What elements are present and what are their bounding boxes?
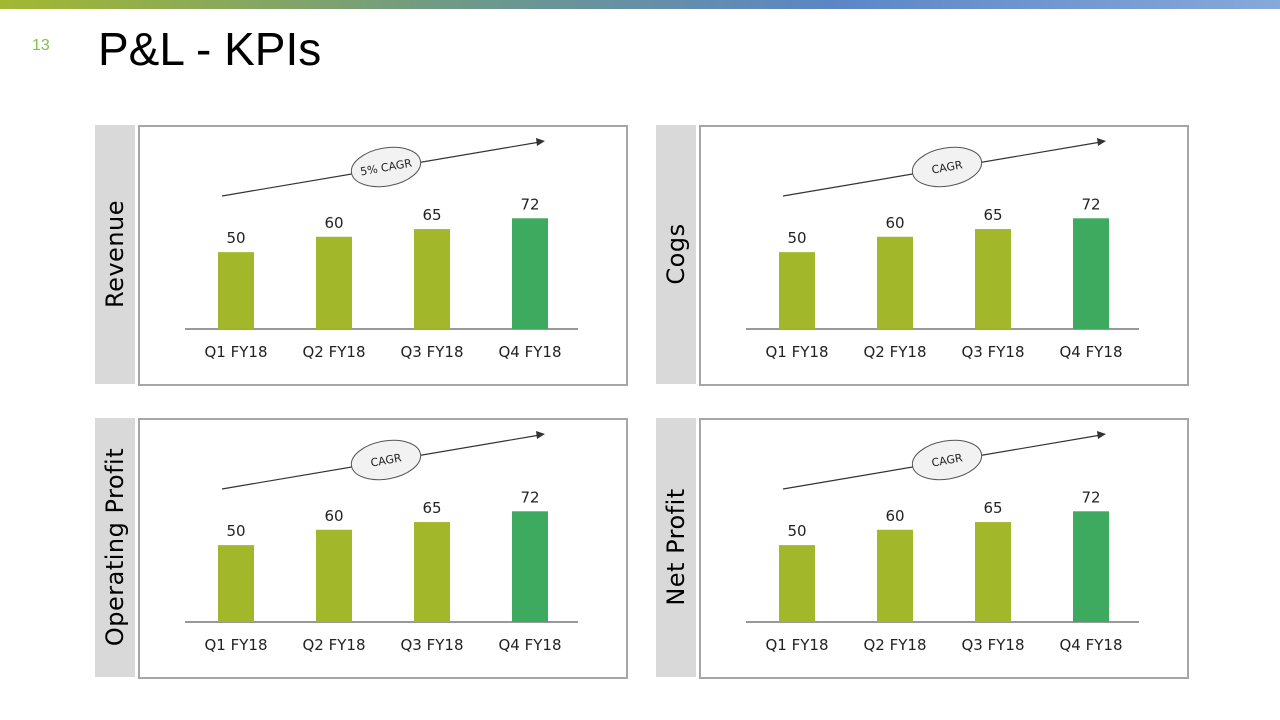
operating-profit-bar-value-3: 65	[422, 499, 441, 517]
revenue-chart-title: Revenue	[101, 199, 129, 309]
revenue-cagr-label: 5% CAGR	[350, 146, 422, 188]
operating-profit-cagr-text: CAGR	[370, 451, 403, 469]
net-profit-bar-3	[975, 522, 1011, 622]
operating-profit-category-label-4: Q4 FY18	[499, 636, 562, 654]
net-profit-cagr-text: CAGR	[931, 451, 964, 469]
net-profit-bar-1	[779, 545, 815, 622]
net-profit-bar-4	[1073, 511, 1109, 622]
cogs-category-label-2: Q2 FY18	[864, 343, 927, 361]
operating-profit-bar-value-4: 72	[520, 488, 539, 506]
cogs-bar-value-1: 50	[787, 229, 806, 247]
operating-profit-bar-value-1: 50	[226, 522, 245, 540]
cogs-bar-4	[1073, 218, 1109, 329]
top-accent-bar	[0, 0, 1280, 9]
revenue-bar-3	[414, 229, 450, 329]
revenue-category-label-4: Q4 FY18	[499, 343, 562, 361]
operating-profit-bar-value-2: 60	[324, 507, 343, 525]
revenue-bar-value-3: 65	[422, 206, 441, 224]
net-profit-bar-value-1: 50	[787, 522, 806, 540]
net-profit-bar-value-4: 72	[1081, 488, 1100, 506]
page-title: P&L - KPIs	[98, 23, 322, 75]
cogs-bar-2	[877, 236, 913, 329]
cogs-side-tab: Cogs	[656, 125, 696, 384]
net-profit-side-tab: Net Profit	[656, 418, 696, 677]
cogs-bar-value-4: 72	[1081, 195, 1100, 213]
net-profit-bar-2	[877, 529, 913, 622]
revenue-bar-value-1: 50	[226, 229, 245, 247]
operating-profit-panel: Operating Profit CAGR 50 Q1 FY18 60 Q2 FY18 6…	[95, 418, 628, 679]
operating-profit-bar-4	[512, 511, 548, 622]
net-profit-chart: CAGR 50 Q1 FY18 60 Q2 FY18 65 Q3 FY18 72 Q4 FY18	[699, 418, 1189, 679]
operating-profit-category-label-2: Q2 FY18	[303, 636, 366, 654]
cogs-chart-title: Cogs	[662, 223, 690, 285]
cogs-cagr-text: CAGR	[931, 158, 964, 176]
slide-number: 13	[32, 37, 50, 54]
net-profit-category-label-3: Q3 FY18	[962, 636, 1025, 654]
operating-profit-chart: CAGR 50 Q1 FY18 60 Q2 FY18 65 Q3 FY18 72 Q4 FY18	[138, 418, 628, 679]
operating-profit-chart-svg: CAGR 50 Q1 FY18 60 Q2 FY18 65 Q3 FY18 72 Q4 FY18	[185, 431, 578, 654]
cogs-bar-value-2: 60	[885, 214, 904, 232]
revenue-category-label-2: Q2 FY18	[303, 343, 366, 361]
operating-profit-side-tab: Operating Profit	[95, 418, 135, 677]
cogs-cagr-label: CAGR	[911, 146, 983, 188]
revenue-bar-value-4: 72	[520, 195, 539, 213]
revenue-chart: 5% CAGR 50 Q1 FY18 60 Q2 FY18 65 Q3 FY18 72 Q4 F…	[138, 125, 628, 386]
net-profit-bar-value-3: 65	[983, 499, 1002, 517]
net-profit-category-label-2: Q2 FY18	[864, 636, 927, 654]
operating-profit-bar-2	[316, 529, 352, 622]
operating-profit-category-label-3: Q3 FY18	[401, 636, 464, 654]
revenue-bar-2	[316, 236, 352, 329]
net-profit-panel: Net Profit CAGR 50 Q1 FY18 60 Q2 FY18 65 Q3 FY…	[656, 418, 1189, 679]
operating-profit-bar-3	[414, 522, 450, 622]
revenue-bar-value-2: 60	[324, 214, 343, 232]
net-profit-cagr-label: CAGR	[911, 439, 983, 481]
cogs-category-label-4: Q4 FY18	[1060, 343, 1123, 361]
revenue-panel: Revenue 5% CAGR 50 Q1 FY18 60 Q2 FY18 65 Q3 FY…	[95, 125, 628, 386]
revenue-side-tab: Revenue	[95, 125, 135, 384]
net-profit-bar-value-2: 60	[885, 507, 904, 525]
cogs-bar-value-3: 65	[983, 206, 1002, 224]
cogs-panel: Cogs CAGR 50 Q1 FY18 60 Q2 FY18 65 Q3 FY18 72 Q4…	[656, 125, 1189, 386]
cogs-bar-1	[779, 252, 815, 329]
revenue-chart-svg: 5% CAGR 50 Q1 FY18 60 Q2 FY18 65 Q3 FY18 72 Q4 F…	[185, 138, 578, 361]
operating-profit-cagr-label: CAGR	[350, 439, 422, 481]
net-profit-category-label-4: Q4 FY18	[1060, 636, 1123, 654]
cogs-bar-3	[975, 229, 1011, 329]
net-profit-category-label-1: Q1 FY18	[766, 636, 829, 654]
cogs-category-label-3: Q3 FY18	[962, 343, 1025, 361]
revenue-category-label-1: Q1 FY18	[205, 343, 268, 361]
net-profit-chart-title: Net Profit	[662, 488, 690, 606]
revenue-bar-4	[512, 218, 548, 329]
revenue-bar-1	[218, 252, 254, 329]
cogs-category-label-1: Q1 FY18	[766, 343, 829, 361]
revenue-category-label-3: Q3 FY18	[401, 343, 464, 361]
operating-profit-bar-1	[218, 545, 254, 622]
cogs-chart-svg: CAGR 50 Q1 FY18 60 Q2 FY18 65 Q3 FY18 72 Q4 FY18	[746, 138, 1139, 361]
operating-profit-chart-title: Operating Profit	[101, 447, 129, 647]
cogs-chart: CAGR 50 Q1 FY18 60 Q2 FY18 65 Q3 FY18 72 Q4 FY18	[699, 125, 1189, 386]
net-profit-chart-svg: CAGR 50 Q1 FY18 60 Q2 FY18 65 Q3 FY18 72 Q4 FY18	[746, 431, 1139, 654]
operating-profit-category-label-1: Q1 FY18	[205, 636, 268, 654]
